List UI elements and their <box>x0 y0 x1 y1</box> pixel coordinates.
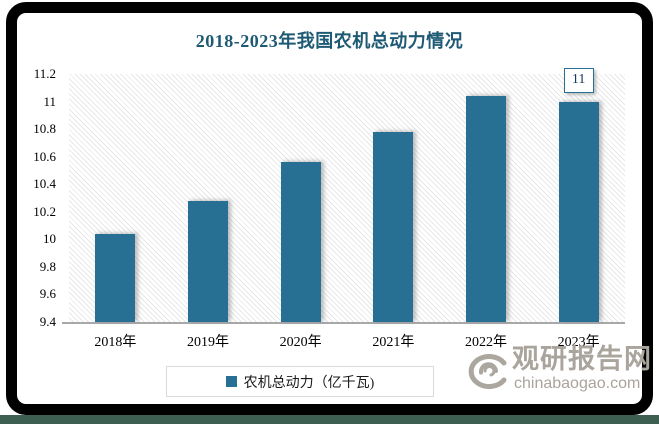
bar <box>95 233 136 322</box>
x-axis-line <box>62 322 625 324</box>
data-label: 11 <box>563 67 594 93</box>
y-tick-label: 9.8 <box>39 258 56 274</box>
y-tick-label: 11 <box>43 93 56 109</box>
x-tick-label: 2022年 <box>465 335 507 350</box>
legend: 农机总动力（亿千瓦) <box>166 366 434 397</box>
bottom-edge-strip <box>0 415 659 424</box>
y-tick-label: 9.6 <box>39 286 56 302</box>
bar <box>466 96 506 322</box>
y-tick-label: 10.8 <box>33 121 56 137</box>
bar <box>188 200 228 322</box>
plot-area <box>69 74 625 322</box>
legend-label: 农机总动力（亿千瓦) <box>243 375 375 391</box>
y-tick-label: 9.4 <box>39 314 56 329</box>
chart-title: 2018-2023年我国农机总动力情况 <box>195 31 464 51</box>
bar <box>373 131 414 322</box>
x-tick-label: 2018年 <box>94 335 137 350</box>
bar <box>280 162 321 322</box>
x-tick-label: 2020年 <box>279 335 322 350</box>
legend-marker-icon <box>225 376 237 387</box>
y-tick-label: 10.6 <box>33 148 56 164</box>
bar <box>558 101 599 322</box>
x-tick-label: 2019年 <box>187 335 229 350</box>
x-tick-label: 2023年 <box>557 335 600 350</box>
y-tick-label: 11.2 <box>33 66 56 81</box>
y-tick-label: 10.2 <box>33 203 56 219</box>
x-tick-label: 2021年 <box>372 335 415 350</box>
y-tick-label: 10 <box>43 231 56 247</box>
y-tick-label: 10.4 <box>33 176 56 192</box>
